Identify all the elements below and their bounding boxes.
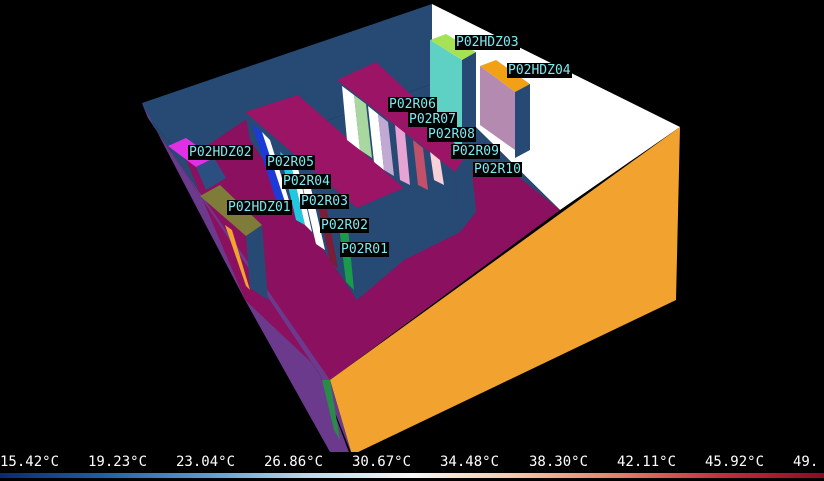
rack-P02R07-face-b[interactable]	[378, 114, 394, 176]
rack-row-2-side	[455, 150, 476, 232]
ac-P02HDZ03-side[interactable]	[462, 52, 476, 150]
left-strip-orange	[225, 225, 250, 290]
rack-P02R08-face[interactable]	[395, 125, 410, 185]
rack-row-2-top	[337, 62, 470, 172]
back-left-wall	[142, 4, 432, 160]
temperature-colorbar	[0, 473, 824, 478]
legend-tick: 30.67°C	[352, 454, 412, 470]
front-left-green-strip	[322, 380, 340, 440]
legend-tick: 45.92°C	[705, 454, 765, 470]
ac-label-P02HDZ03[interactable]: P02HDZ03	[455, 35, 520, 50]
ac-P02HDZ02-side[interactable]	[196, 158, 226, 190]
ac-P02HDZ01-side[interactable]	[246, 225, 268, 300]
legend-tick: 49.	[793, 454, 819, 470]
rack-P02R06-face-b[interactable]	[354, 95, 372, 158]
legend-tick: 19.23°C	[88, 454, 148, 470]
legend-tick: 42.11°C	[617, 454, 677, 470]
rack-P02R05-face-b[interactable]	[262, 132, 292, 210]
ac-P02HDZ04-body[interactable]	[480, 66, 515, 150]
ac-label-P02HDZ02[interactable]: P02HDZ02	[188, 145, 253, 160]
room-3d-model[interactable]	[0, 0, 824, 452]
legend-tick: 26.86°C	[264, 454, 324, 470]
ac-P02HDZ04-top[interactable]	[480, 60, 530, 92]
legend-tick: 38.30°C	[529, 454, 589, 470]
rack-label-P02R08[interactable]: P02R08	[427, 127, 476, 142]
rack-label-P02R09[interactable]: P02R09	[451, 144, 500, 159]
rack-P02R09-face[interactable]	[413, 140, 428, 190]
back-right-wall	[432, 4, 680, 210]
rack-P02R10-face[interactable]	[430, 152, 444, 185]
rack-label-P02R01[interactable]: P02R01	[340, 242, 389, 257]
rack-label-P02R02[interactable]: P02R02	[320, 218, 369, 233]
rack-P02R07-face[interactable]	[368, 106, 384, 170]
rack-P02R06-face[interactable]	[342, 86, 360, 150]
legend-ticks: 15.42°C 19.23°C 23.04°C 26.86°C 30.67°C …	[0, 454, 824, 470]
rack-P02R03-face[interactable]	[300, 175, 325, 250]
rack-label-P02R06[interactable]: P02R06	[388, 97, 437, 112]
rack-label-P02R05[interactable]: P02R05	[266, 155, 315, 170]
rack-label-P02R04[interactable]: P02R04	[282, 174, 331, 189]
ac-P02HDZ04-side[interactable]	[515, 84, 530, 158]
3d-viewport[interactable]: P02HDZ03 P02HDZ04 P02HDZ02 P02HDZ01 P02R…	[0, 0, 824, 452]
rack-row-1-top	[245, 95, 404, 208]
ac-P02HDZ03-top[interactable]	[430, 34, 476, 60]
rack-label-P02R03[interactable]: P02R03	[300, 194, 349, 209]
rack-label-P02R07[interactable]: P02R07	[408, 112, 457, 127]
legend-tick: 23.04°C	[176, 454, 236, 470]
ac-label-P02HDZ01[interactable]: P02HDZ01	[227, 200, 292, 215]
legend-tick: 34.48°C	[440, 454, 500, 470]
legend-tick: 15.42°C	[0, 454, 60, 470]
front-right-wall	[330, 127, 680, 452]
rack-label-P02R10[interactable]: P02R10	[473, 162, 522, 177]
ac-label-P02HDZ04[interactable]: P02HDZ04	[507, 63, 572, 78]
